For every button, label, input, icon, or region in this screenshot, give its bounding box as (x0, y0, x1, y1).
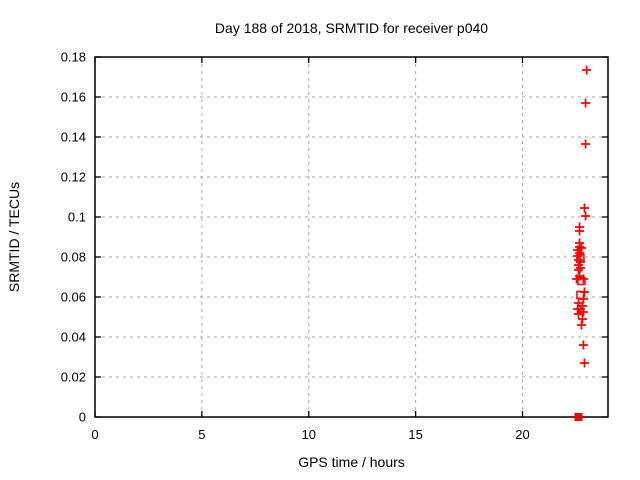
axis-ticks (94, 56, 608, 418)
x-axis-label: GPS time / hours (298, 454, 405, 470)
data-point-plus (574, 309, 584, 319)
data-points (572, 65, 592, 421)
y-tick-label: 0.1 (68, 210, 86, 225)
tick-labels: 0 5 10 15 20 0 0.02 0.04 0.06 0.08 0.1 0.12 0.14 0.16… (61, 50, 530, 443)
data-point-square-open (577, 276, 586, 286)
y-tick-label: 0.12 (61, 170, 86, 185)
data-point-plus (581, 98, 591, 108)
data-point-plus (578, 340, 588, 350)
data-point-plus (575, 263, 585, 273)
x-tick-label: 10 (302, 427, 316, 442)
data-point-plus (578, 314, 588, 324)
plot-border (94, 56, 609, 418)
data-point-plus (581, 139, 591, 149)
x-tick-label: 5 (198, 427, 205, 442)
data-point-square-filled (574, 413, 583, 421)
y-tick-label: 0.08 (61, 250, 86, 265)
y-tick-label: 0.14 (61, 130, 86, 145)
y-tick-label: 0.06 (61, 290, 86, 305)
data-point-plus (578, 274, 588, 284)
y-tick-label: 0.02 (61, 370, 86, 385)
data-point-plus (576, 320, 586, 330)
data-point-plus (578, 307, 588, 317)
x-tick-label: 15 (408, 427, 422, 442)
x-tick-label: 20 (515, 427, 529, 442)
grid-lines (95, 57, 608, 417)
y-tick-label: 0.18 (61, 50, 86, 65)
data-point-plus (581, 211, 591, 221)
y-tick-label: 0 (79, 410, 86, 425)
data-point-plus (574, 265, 584, 275)
data-point-plus (579, 203, 589, 213)
chart-title: Day 188 of 2018, SRMTID for receiver p04… (214, 20, 489, 36)
data-point-square-open (576, 253, 585, 263)
y-tick-label: 0.16 (61, 90, 86, 105)
data-point-plus (582, 65, 592, 75)
y-tick-label: 0.04 (61, 330, 86, 345)
data-point-plus (579, 358, 589, 368)
data-point-square-open (576, 290, 585, 300)
x-tick-label: 0 (91, 427, 98, 442)
data-point-plus (575, 226, 585, 236)
